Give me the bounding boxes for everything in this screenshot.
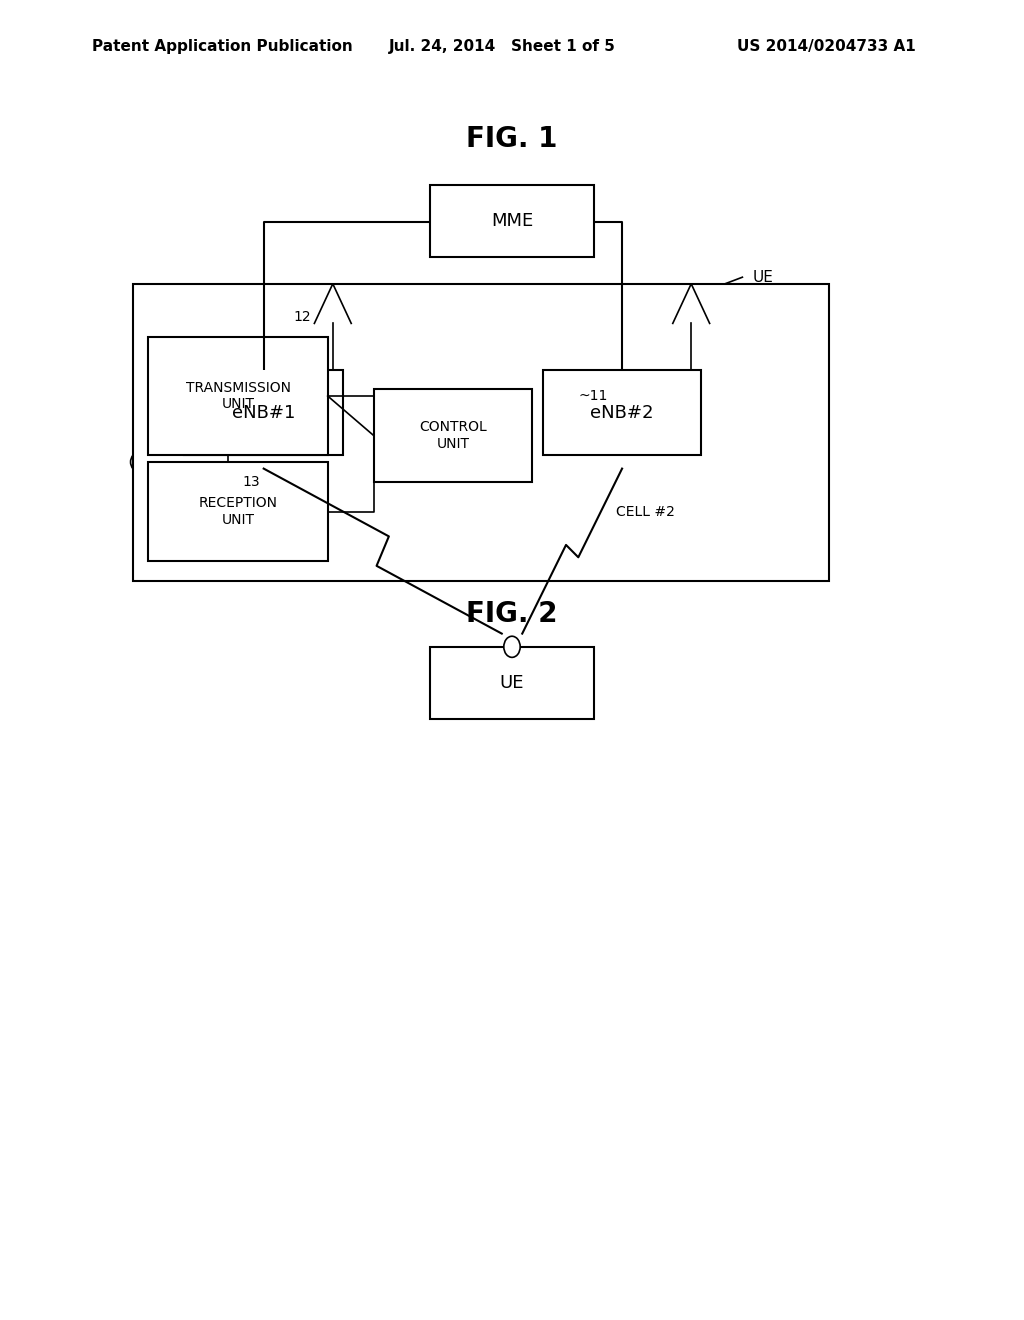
Circle shape [504, 636, 520, 657]
Text: UE: UE [500, 675, 524, 692]
Text: FIG. 1: FIG. 1 [466, 124, 558, 153]
Text: CONTROL
UNIT: CONTROL UNIT [419, 421, 487, 450]
Text: CELL #1: CELL #1 [196, 506, 255, 519]
Text: RECEPTION
UNIT: RECEPTION UNIT [199, 496, 278, 527]
Text: 13: 13 [242, 475, 260, 488]
Text: ~11: ~11 [579, 389, 608, 403]
Text: eNB#2: eNB#2 [590, 404, 654, 421]
Text: UE: UE [753, 269, 773, 285]
Ellipse shape [131, 425, 397, 498]
FancyBboxPatch shape [430, 185, 594, 257]
Text: 12: 12 [293, 310, 311, 323]
Text: Jul. 24, 2014   Sheet 1 of 5: Jul. 24, 2014 Sheet 1 of 5 [389, 38, 616, 54]
Text: MME: MME [490, 213, 534, 230]
Text: FIG. 2: FIG. 2 [466, 599, 558, 628]
FancyBboxPatch shape [374, 389, 532, 482]
FancyBboxPatch shape [430, 647, 594, 719]
Ellipse shape [489, 425, 756, 498]
Text: US 2014/0204733 A1: US 2014/0204733 A1 [737, 38, 916, 54]
FancyBboxPatch shape [543, 370, 701, 455]
FancyBboxPatch shape [184, 370, 343, 455]
Text: Patent Application Publication: Patent Application Publication [92, 38, 353, 54]
Text: CELL #2: CELL #2 [615, 506, 675, 519]
FancyBboxPatch shape [148, 462, 328, 561]
FancyBboxPatch shape [148, 337, 328, 455]
Text: eNB#1: eNB#1 [232, 404, 295, 421]
Text: TRANSMISSION
UNIT: TRANSMISSION UNIT [185, 381, 291, 411]
FancyBboxPatch shape [133, 284, 829, 581]
